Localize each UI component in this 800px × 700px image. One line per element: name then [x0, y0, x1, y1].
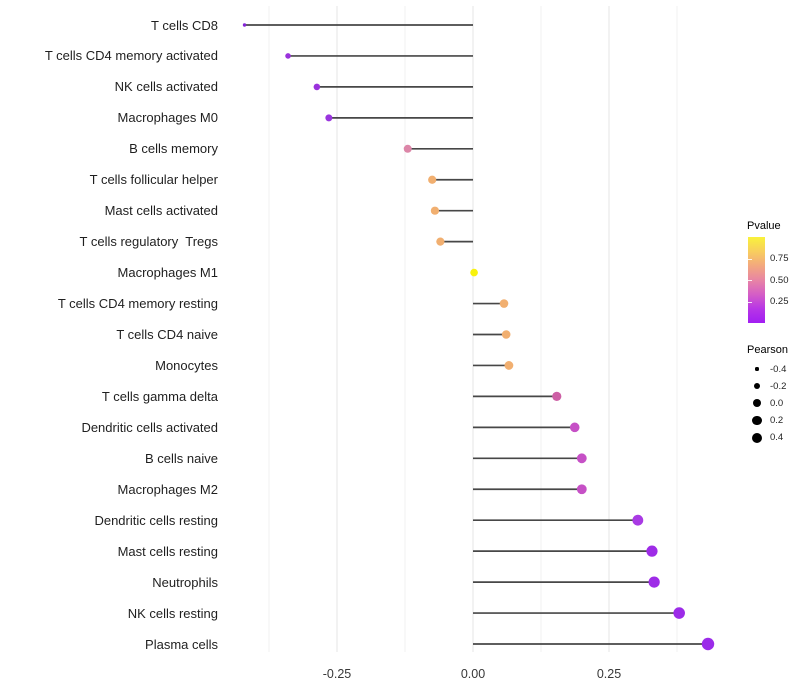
y-axis-label: Mast cells activated: [104, 203, 218, 219]
y-axis-label: T cells CD4 memory activated: [44, 48, 218, 64]
lollipop-dot: [403, 144, 412, 153]
y-axis-label: B cells memory: [129, 141, 218, 157]
y-axis-label: T cells CD4 memory resting: [57, 296, 218, 312]
y-axis-label: Macrophages M2: [117, 481, 218, 497]
lollipop-dot: [648, 576, 660, 588]
y-axis-label: B cells naive: [145, 450, 218, 466]
y-axis-label: Macrophages M1: [117, 265, 218, 281]
pearson-size-label: 0.4: [770, 432, 784, 444]
pearson-size-dot: [752, 416, 762, 426]
lollipop-dot: [504, 361, 514, 370]
pearson-size-dot: [755, 367, 759, 371]
pvalue-legend-title: Pvalue: [747, 220, 781, 232]
y-axis-label: Dendritic cells activated: [81, 419, 218, 435]
lollipop-dot: [501, 330, 511, 339]
lollipop-dot: [470, 268, 478, 277]
lollipop-dot: [428, 175, 437, 184]
lollipop-dot: [430, 206, 440, 215]
y-axis-label: Dendritic cells resting: [94, 512, 218, 528]
y-axis-label: T cells regulatory Tregs: [79, 234, 218, 250]
y-axis-label: NK cells resting: [127, 605, 218, 621]
x-axis-tick-label: 0.00: [461, 667, 485, 681]
lollipop-dot: [436, 237, 445, 246]
pvalue-gradient-bar: [748, 237, 765, 323]
lollipop-dot: [576, 484, 587, 495]
lollipop-dot: [576, 453, 587, 464]
pvalue-gradient-tick: [748, 301, 752, 303]
pearson-size-label: -0.4: [770, 363, 787, 375]
y-axis-label: Macrophages M0: [117, 110, 218, 126]
lollipop-dot: [552, 391, 562, 401]
lollipop-dot: [313, 83, 321, 91]
lollipop-dot: [673, 607, 685, 619]
x-axis-tick-label: -0.25: [323, 667, 352, 681]
pearson-size-label: 0.2: [770, 415, 784, 427]
lollipop-dot: [569, 422, 580, 433]
lollipop-dot: [499, 299, 509, 308]
pvalue-tick-label: 0.50: [770, 274, 789, 286]
y-axis-label: Plasma cells: [145, 636, 218, 652]
pearson-size-dot: [753, 383, 761, 390]
pvalue-gradient-tick: [748, 258, 752, 260]
pearson-size-dot: [751, 432, 763, 443]
pvalue-tick-label: 0.25: [770, 296, 789, 307]
y-axis-label: T cells follicular helper: [89, 172, 218, 188]
y-axis-label: Monocytes: [155, 357, 218, 373]
pvalue-tick-label: 0.75: [770, 253, 789, 264]
lollipop-dot: [325, 114, 333, 122]
pvalue-gradient-tick: [748, 280, 752, 281]
lollipop-dot: [285, 53, 291, 59]
pearson-size-label: 0.0: [770, 397, 784, 409]
pearson-size-label: -0.2: [770, 380, 787, 392]
y-axis-label: Neutrophils: [152, 574, 218, 590]
lollipop-dot: [646, 545, 658, 557]
y-axis-label: T cells CD8: [151, 17, 218, 33]
lollipop-dot: [632, 514, 644, 526]
lollipop-dot: [242, 23, 247, 27]
y-axis-label: Mast cells resting: [117, 543, 218, 559]
y-axis-label: T cells gamma delta: [101, 388, 218, 404]
pearson-legend-title: Pearson: [747, 344, 788, 356]
y-axis-label: NK cells activated: [114, 79, 218, 95]
x-axis-tick-label: 0.25: [597, 667, 621, 681]
pearson-size-dot: [753, 399, 761, 408]
lollipop-dot: [701, 637, 715, 651]
y-axis-label: T cells CD4 naive: [116, 327, 218, 342]
